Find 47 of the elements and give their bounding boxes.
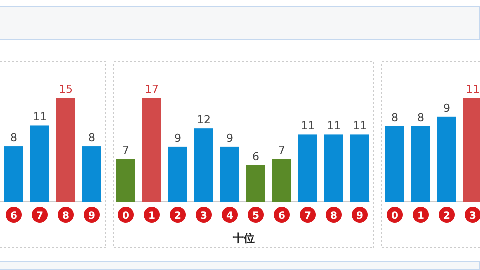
bar xyxy=(142,98,162,202)
x-tick-label: 3 xyxy=(470,211,477,222)
data-label: 8 xyxy=(392,111,398,124)
bar xyxy=(168,146,188,202)
bar xyxy=(220,146,240,202)
data-label: 9 xyxy=(444,102,450,115)
data-label: 11 xyxy=(301,120,315,133)
bar xyxy=(298,134,318,202)
data-label: 8 xyxy=(10,132,18,145)
bar xyxy=(272,159,292,202)
data-label: 12 xyxy=(197,114,211,127)
data-label: 9 xyxy=(226,132,234,145)
x-tick-label: 0 xyxy=(392,211,399,222)
data-label: 7 xyxy=(278,144,286,158)
x-tick-label: 8 xyxy=(62,211,70,222)
x-tick-label: 9 xyxy=(356,211,364,222)
x-tick-label: 8 xyxy=(330,211,338,222)
bar xyxy=(194,128,214,202)
data-label: 15 xyxy=(59,83,73,96)
x-tick-label: 4 xyxy=(226,211,234,222)
bar xyxy=(116,159,136,202)
x-tick-label: 7 xyxy=(36,211,44,222)
data-label: 8 xyxy=(88,132,96,145)
x-axis-title: 十位 xyxy=(232,232,255,245)
x-tick-label: 2 xyxy=(444,211,451,222)
data-label: 17 xyxy=(145,83,159,96)
bar xyxy=(246,165,266,202)
data-label: 8 xyxy=(418,111,424,124)
x-tick-label: 6 xyxy=(278,211,286,222)
x-tick-label: 6 xyxy=(10,211,18,222)
bar xyxy=(350,134,370,202)
data-label: 11 xyxy=(466,83,480,96)
data-label: 7 xyxy=(122,144,130,158)
x-tick-label: 1 xyxy=(418,211,425,222)
bar xyxy=(324,134,344,202)
x-tick-label: 9 xyxy=(88,211,96,222)
x-tick-label: 7 xyxy=(304,211,312,222)
x-tick-label: 5 xyxy=(252,211,260,222)
x-tick-label: 1 xyxy=(148,211,156,222)
data-label: 11 xyxy=(353,120,367,133)
x-tick-label: 2 xyxy=(174,211,182,222)
data-label: 6 xyxy=(252,150,260,164)
x-tick-label: 3 xyxy=(200,211,208,222)
data-label: 11 xyxy=(327,120,341,133)
x-tick-label: 0 xyxy=(122,211,130,222)
data-label: 9 xyxy=(174,132,182,145)
data-label: 11 xyxy=(33,110,47,124)
